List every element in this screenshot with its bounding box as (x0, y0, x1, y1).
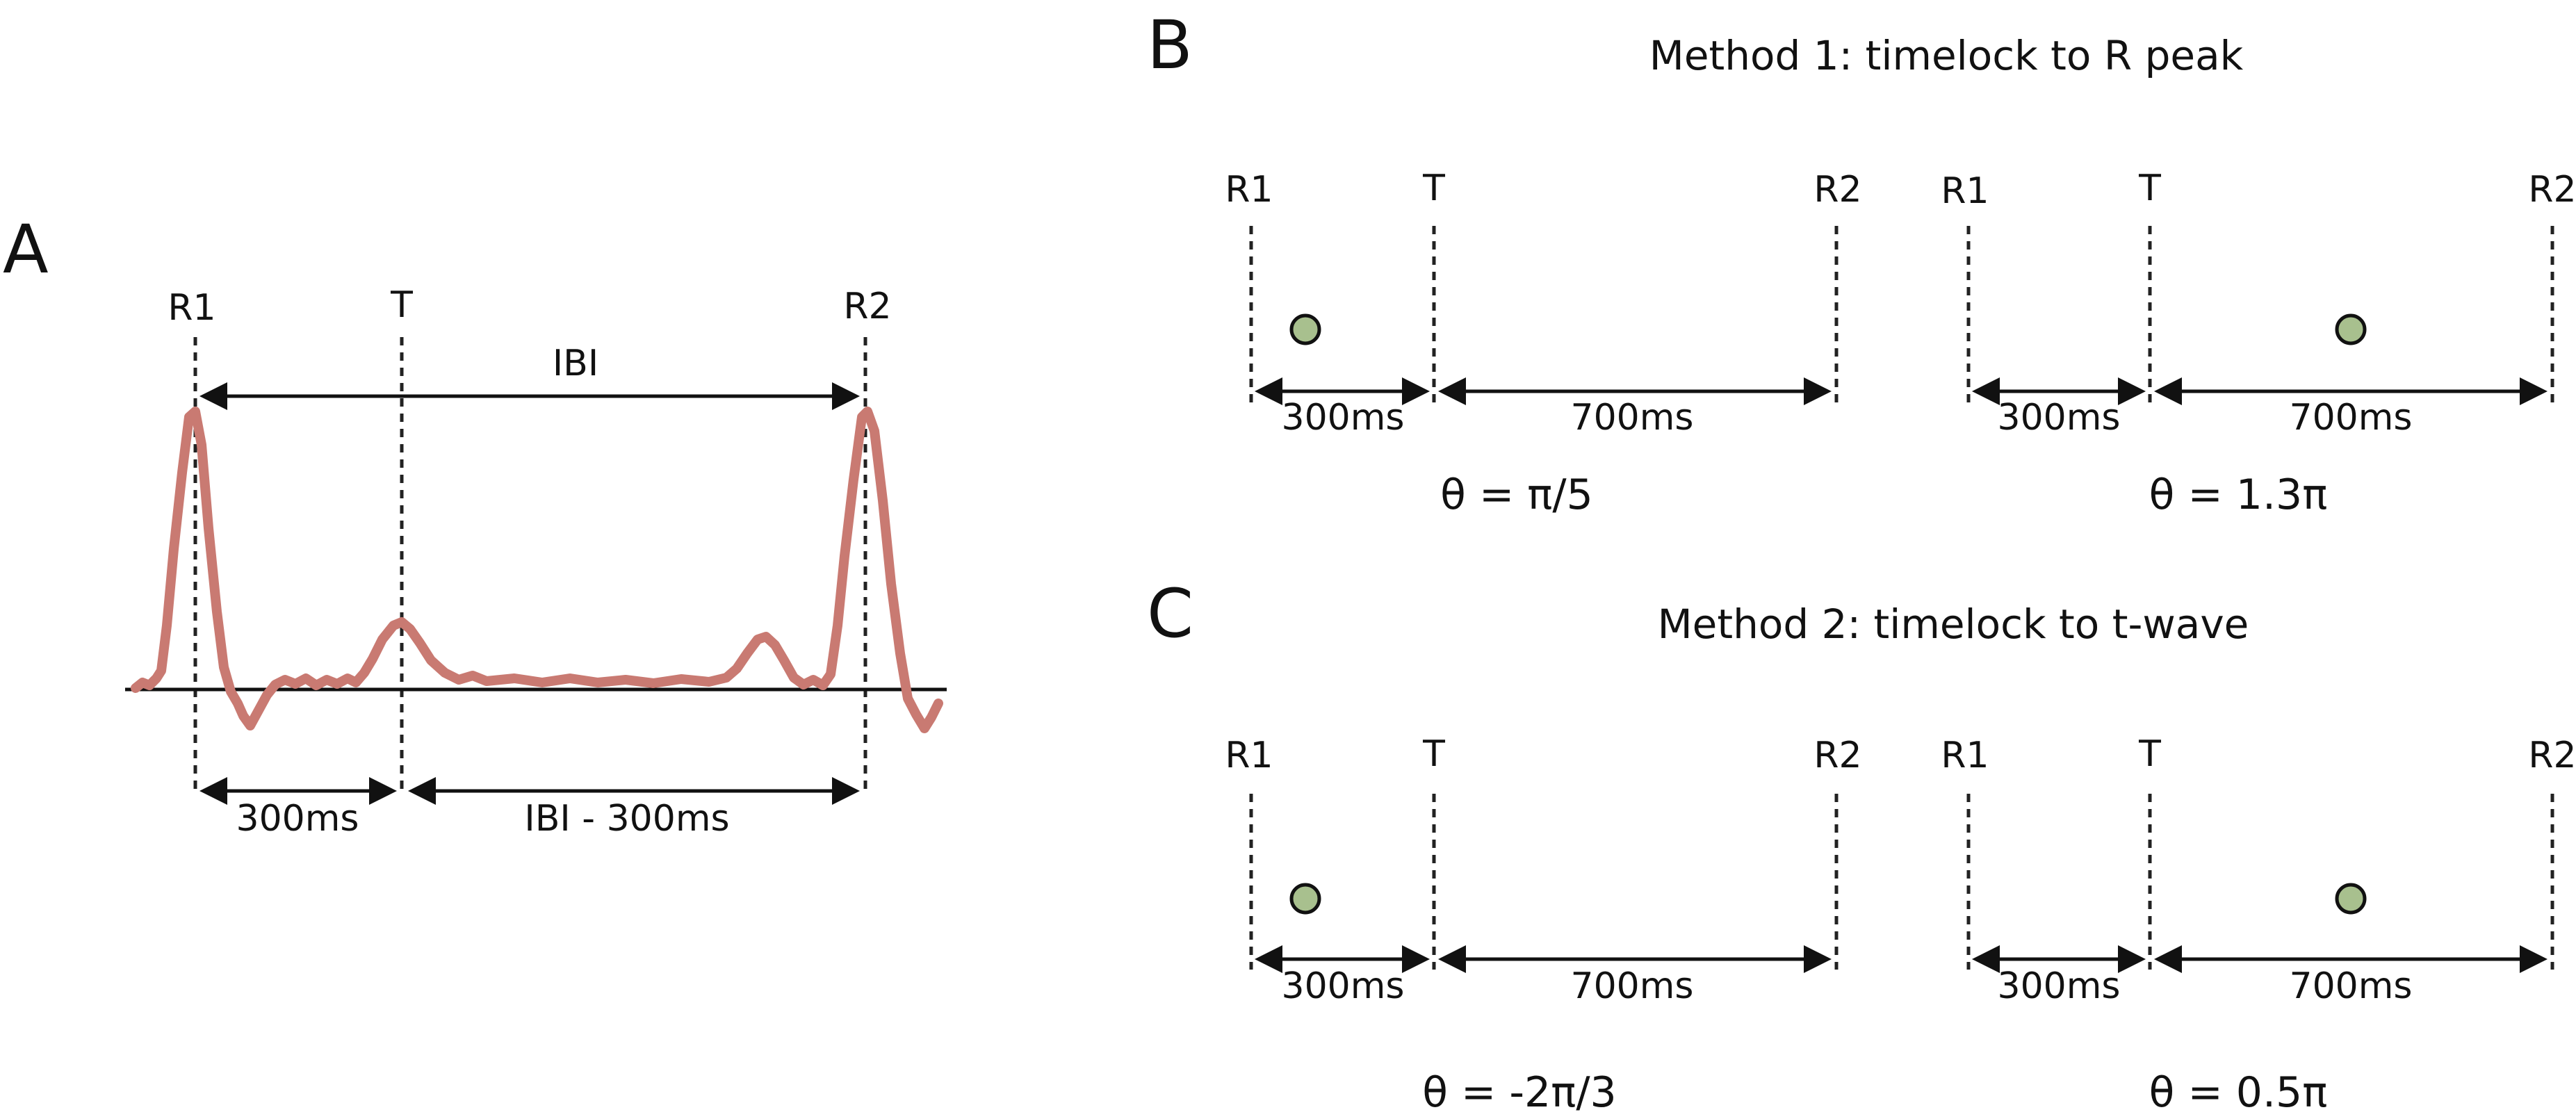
seg2-label: 700ms (1571, 965, 1694, 1007)
seg1-label: 300ms (236, 798, 359, 840)
seg2-label: 700ms (2290, 397, 2413, 439)
theta-label: θ = 0.5π (2149, 1068, 2328, 1117)
stimulus-dot (2335, 883, 2367, 915)
r2-label: R2 (1813, 169, 1861, 211)
r2-label: R2 (2528, 735, 2576, 776)
panel-a-letter: A (3, 211, 49, 288)
stimulus-dot (2335, 313, 2367, 345)
r1-label: R1 (168, 287, 215, 329)
theta-label: θ = 1.3π (2149, 471, 2328, 519)
seg2-label: 700ms (2290, 965, 2413, 1007)
panel-b-right: R1 T R2 300ms 700ms θ = 1.3π (1941, 168, 2576, 519)
r1-label: R1 (1941, 170, 1989, 212)
seg1-label: 300ms (1282, 965, 1405, 1007)
t-label: T (2138, 733, 2161, 775)
seg2-label: 700ms (1571, 397, 1694, 439)
panel-c-left: R1 T R2 300ms 700ms θ = -2π/3 (1225, 733, 1861, 1117)
ibi-label: IBI (553, 343, 598, 384)
theta-label: θ = π/5 (1440, 471, 1593, 519)
r1-label: R1 (1225, 735, 1273, 776)
panel-a: A R1 T R2 IBI 300ms IBI - 300ms (3, 211, 947, 840)
seg1-label: 300ms (1998, 965, 2121, 1007)
seg2-label: IBI - 300ms (524, 798, 729, 840)
r2-label: R2 (1813, 735, 1861, 776)
t-label: T (390, 284, 413, 326)
r2-label: R2 (843, 286, 891, 327)
r1-label: R1 (1225, 169, 1273, 211)
panel-c-right: R1 T R2 300ms 700ms θ = 0.5π (1941, 733, 2576, 1117)
t-label: T (1422, 168, 1445, 209)
r2-label: R2 (2528, 169, 2576, 211)
ecg-trace (131, 407, 943, 733)
panel-b-title: Method 1: timelock to R peak (1649, 32, 2244, 79)
panel-b-letter: B (1147, 6, 1193, 84)
stimulus-dot (1289, 313, 1321, 345)
seg1-label: 300ms (1282, 397, 1405, 439)
panel-b: B Method 1: timelock to R peak R1 T R2 3… (1147, 6, 2576, 519)
r1-label: R1 (1941, 735, 1989, 776)
panel-c-title: Method 2: timelock to t-wave (1658, 601, 2249, 648)
theta-label: θ = -2π/3 (1422, 1068, 1616, 1117)
panel-c-letter: C (1147, 575, 1193, 653)
panel-b-left: R1 T R2 300ms 700ms θ = π/5 (1225, 168, 1861, 519)
seg1-label: 300ms (1998, 397, 2121, 439)
stimulus-dot (1289, 883, 1321, 915)
t-label: T (1422, 733, 1445, 775)
t-label: T (2138, 168, 2161, 209)
panel-c: C Method 2: timelock to t-wave R1 T R2 3… (1147, 575, 2576, 1117)
